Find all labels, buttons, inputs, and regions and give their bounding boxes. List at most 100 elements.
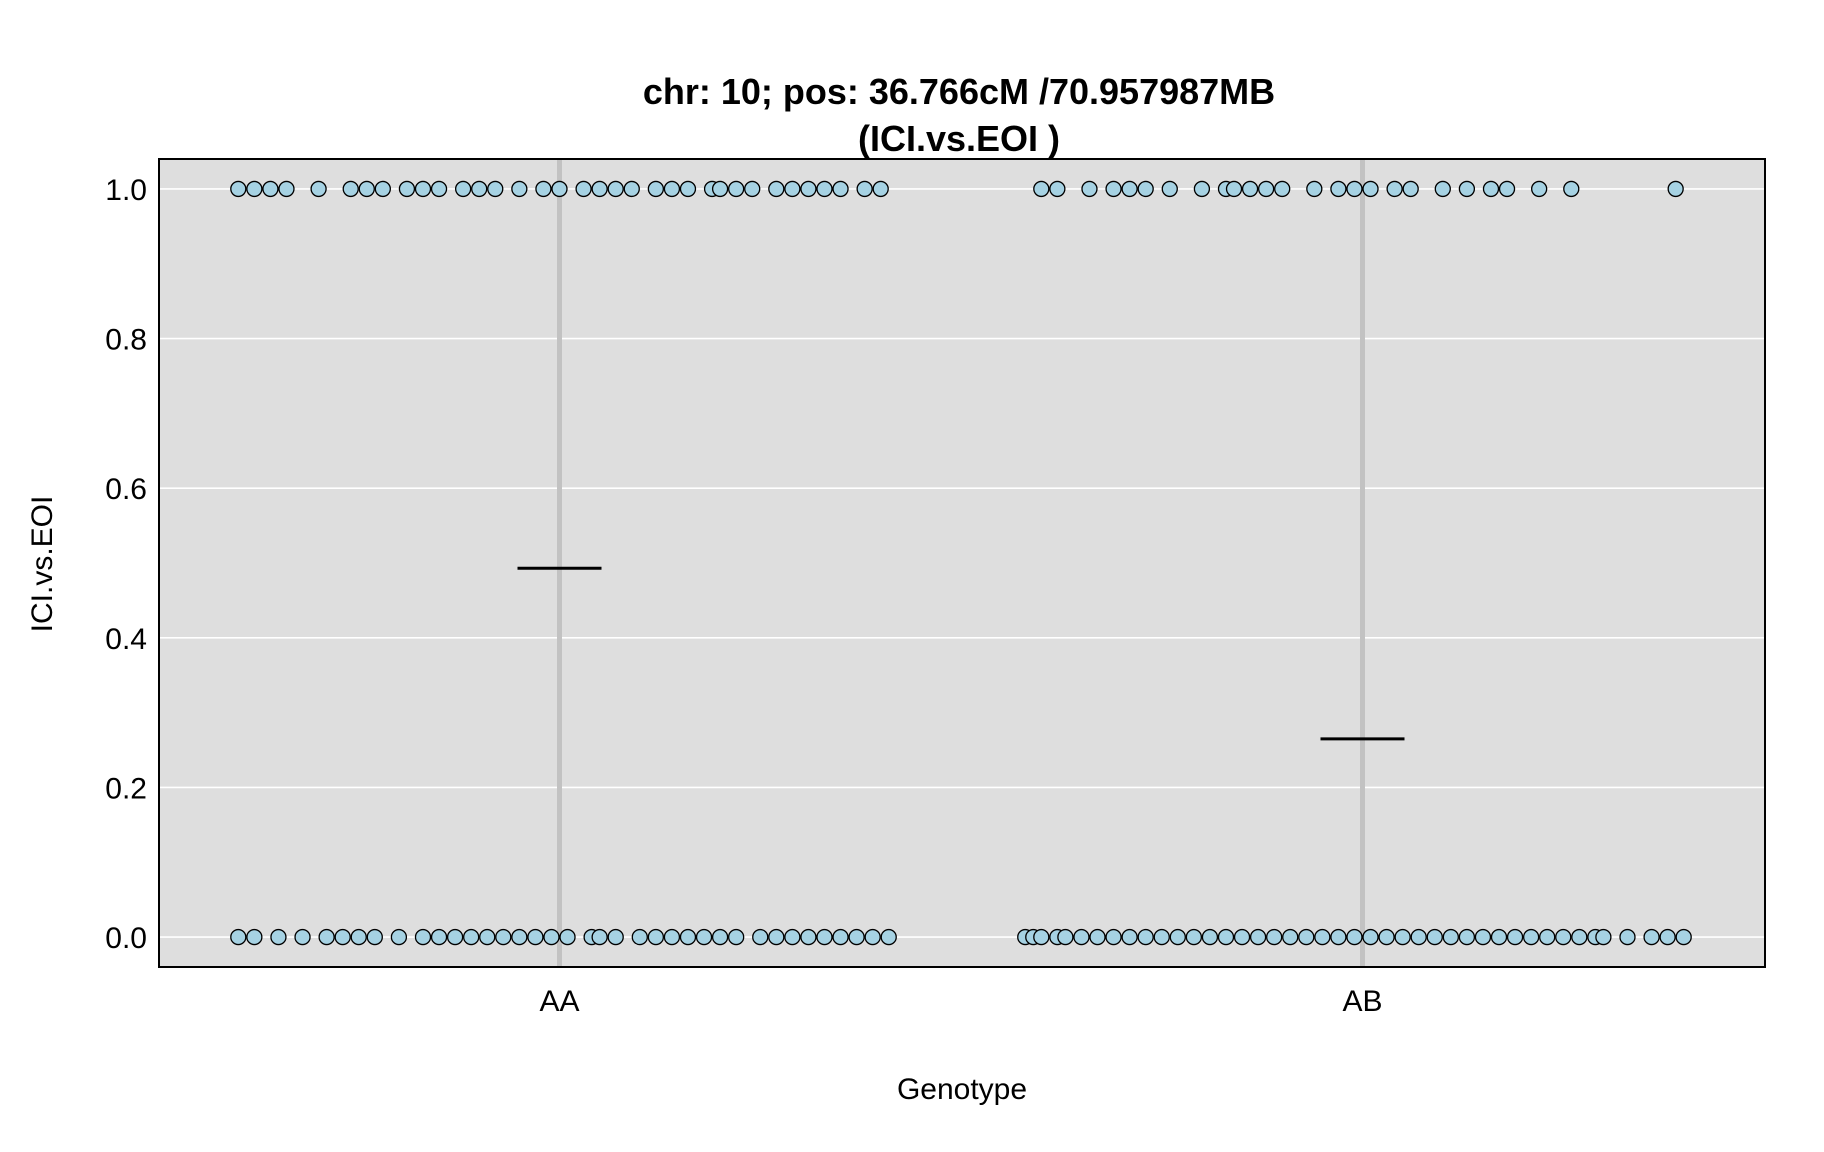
data-point bbox=[1346, 928, 1363, 946]
data-point bbox=[1169, 928, 1186, 946]
data-point bbox=[1185, 928, 1203, 946]
data-point bbox=[511, 928, 528, 946]
y-tick-label: 0.2 bbox=[105, 772, 147, 805]
data-point bbox=[679, 180, 697, 198]
y-tick-label: 1.0 bbox=[105, 174, 147, 207]
data-point bbox=[1161, 180, 1178, 198]
data-point bbox=[1033, 928, 1050, 946]
x-axis-ticks: AA AB bbox=[539, 985, 1382, 1018]
data-point bbox=[1458, 928, 1476, 946]
data-point bbox=[679, 928, 697, 946]
data-point bbox=[816, 928, 833, 946]
data-point bbox=[800, 180, 817, 198]
data-point bbox=[728, 180, 745, 198]
data-point bbox=[430, 180, 448, 198]
data-point bbox=[446, 928, 464, 946]
data-point bbox=[1201, 928, 1219, 946]
data-point bbox=[1330, 928, 1347, 946]
data-point bbox=[1314, 928, 1331, 946]
data-point bbox=[430, 928, 448, 946]
data-point bbox=[1282, 928, 1299, 946]
data-point bbox=[1362, 180, 1379, 198]
data-point bbox=[1137, 928, 1154, 946]
data-point bbox=[816, 180, 833, 198]
x-axis-label: Genotype bbox=[897, 1073, 1027, 1106]
data-point bbox=[1482, 180, 1500, 198]
data-point bbox=[1571, 928, 1588, 946]
data-point bbox=[800, 928, 817, 946]
y-tick-label: 0.8 bbox=[105, 324, 147, 357]
data-point bbox=[479, 928, 496, 946]
chart-title-line1: chr: 10; pos: 36.766cM /70.957987MB bbox=[643, 71, 1275, 112]
data-point bbox=[663, 180, 681, 198]
data-point bbox=[1667, 180, 1684, 198]
y-tick-label: 0.0 bbox=[105, 922, 147, 955]
data-point bbox=[607, 180, 624, 198]
y-axis-label: ICI.vs.EOI bbox=[26, 496, 59, 633]
data-point bbox=[535, 180, 552, 198]
data-point bbox=[350, 928, 367, 946]
data-point bbox=[1274, 180, 1291, 198]
data-point bbox=[543, 928, 560, 946]
data-point bbox=[495, 928, 512, 946]
data-point bbox=[310, 180, 327, 198]
data-point bbox=[454, 180, 472, 198]
data-point bbox=[872, 180, 889, 198]
data-point bbox=[294, 928, 311, 946]
data-point bbox=[487, 180, 504, 198]
data-point bbox=[358, 180, 375, 198]
data-point bbox=[711, 928, 729, 946]
data-point bbox=[880, 928, 897, 946]
data-point bbox=[1306, 180, 1323, 198]
x-tick-label-ab: AB bbox=[1342, 985, 1382, 1018]
data-point bbox=[1378, 928, 1395, 946]
mean-lines bbox=[517, 566, 1405, 741]
data-point bbox=[398, 180, 416, 198]
data-point bbox=[1081, 180, 1098, 198]
data-point bbox=[1402, 180, 1419, 198]
data-point bbox=[366, 928, 383, 946]
data-point bbox=[1442, 928, 1459, 946]
data-point bbox=[864, 928, 881, 946]
data-point bbox=[647, 180, 665, 198]
data-point bbox=[1330, 180, 1347, 198]
data-point bbox=[784, 928, 801, 946]
data-point bbox=[848, 928, 865, 946]
data-point bbox=[856, 180, 873, 198]
data-point bbox=[1595, 928, 1612, 946]
data-point bbox=[1057, 928, 1074, 946]
data-point bbox=[1033, 180, 1050, 198]
data-point bbox=[1643, 928, 1660, 946]
data-point bbox=[591, 928, 608, 946]
data-point bbox=[1474, 928, 1492, 946]
data-point bbox=[832, 928, 849, 946]
data-point bbox=[1089, 928, 1106, 946]
data-point bbox=[695, 928, 713, 946]
data-point bbox=[1121, 928, 1138, 946]
data-point bbox=[711, 180, 729, 198]
data-point bbox=[463, 928, 480, 946]
data-point bbox=[334, 928, 351, 946]
data-point bbox=[1346, 180, 1363, 198]
data-point bbox=[414, 928, 432, 946]
data-point bbox=[278, 180, 295, 198]
data-point bbox=[559, 928, 576, 946]
data-point bbox=[1073, 928, 1090, 946]
data-point bbox=[1121, 180, 1138, 198]
data-point bbox=[318, 928, 335, 946]
data-point bbox=[230, 928, 247, 946]
data-points bbox=[230, 180, 1692, 946]
data-point bbox=[1522, 928, 1540, 946]
data-point bbox=[1659, 928, 1676, 946]
data-point bbox=[1426, 928, 1443, 946]
data-point bbox=[1266, 928, 1283, 946]
category-center-lines bbox=[557, 159, 1365, 967]
data-point bbox=[1539, 928, 1556, 946]
data-point bbox=[728, 928, 745, 946]
plot-border bbox=[158, 158, 1766, 968]
data-point bbox=[1498, 180, 1516, 198]
data-point bbox=[663, 928, 681, 946]
x-tick-label-aa: AA bbox=[539, 985, 579, 1018]
data-point bbox=[511, 180, 528, 198]
